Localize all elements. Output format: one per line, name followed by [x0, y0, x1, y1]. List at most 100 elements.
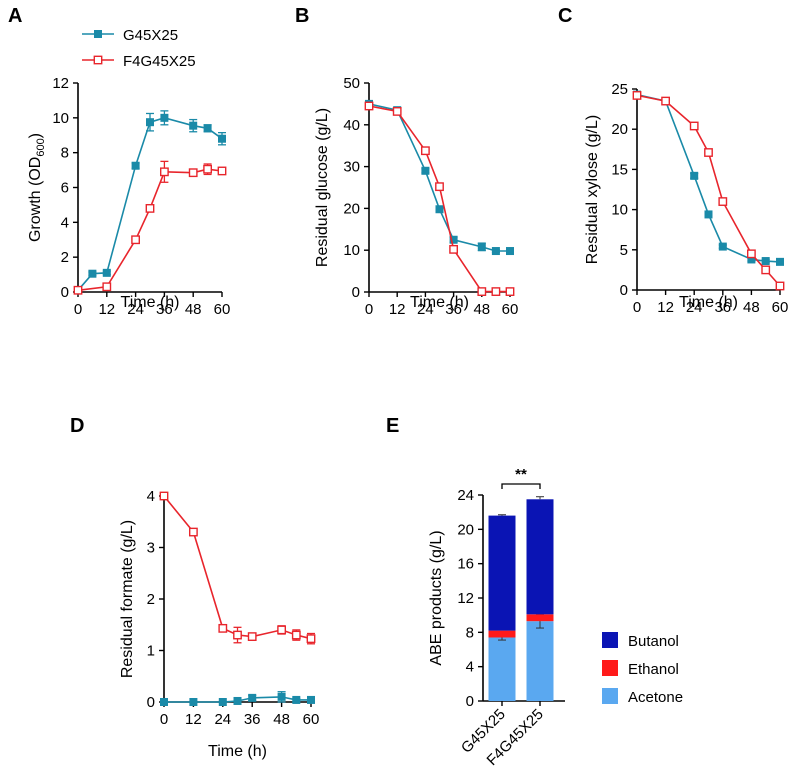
data-point-f4g45x25 — [449, 244, 458, 254]
x-tick-label: 48 — [185, 301, 202, 318]
data-point-f4g45x25 — [761, 265, 771, 275]
data-point-g45x25 — [435, 205, 444, 214]
panel-b: B 0 10 20 30 40 50 0 12 24 36 48 60 Time (h) Residual … — [295, 5, 518, 318]
data-point-f4g45x25 — [775, 281, 785, 291]
x-tick-label: 48 — [743, 299, 760, 316]
data-point-g45x25 — [233, 696, 242, 705]
y-tick-label: 30 — [343, 159, 360, 176]
data-point-g45x25 — [506, 247, 514, 256]
y-tick-label: 6 — [61, 180, 69, 197]
data-point-g45x25 — [477, 242, 486, 251]
legend-label-ethanol: Ethanol — [628, 661, 679, 678]
legend-marker-f4g45x25 — [93, 55, 103, 65]
legend-label-f4g45x25: F4G45X25 — [123, 53, 196, 70]
data-point-f4g45x25 — [291, 630, 301, 640]
x-tick-label: 12 — [389, 301, 406, 318]
bar-acetone-g45x25 — [488, 637, 516, 701]
data-point-g45x25 — [491, 247, 500, 256]
y-tick-label: 24 — [457, 487, 474, 504]
legend-swatch-acetone — [602, 688, 618, 704]
y-tick-label: 8 — [466, 624, 474, 641]
y-axis-title-sub: 600 — [35, 138, 47, 156]
y-tick-label: 0 — [620, 282, 628, 299]
data-point-g45x25 — [718, 242, 727, 251]
data-point-g45x25 — [421, 166, 430, 175]
x-tick-label: 0 — [160, 711, 168, 728]
data-point-g45x25 — [203, 124, 212, 133]
data-point-g45x25 — [690, 171, 699, 180]
data-point-g45x25 — [88, 269, 97, 278]
data-point-g45x25 — [189, 698, 198, 706]
y-tick-label: 8 — [61, 145, 69, 162]
bar-acetone-f4g45x25 — [526, 621, 554, 701]
legend-marker-g45x25 — [94, 30, 102, 38]
data-point-g45x25 — [102, 268, 111, 277]
x-tick-label: 48 — [473, 301, 490, 318]
x-tick-label: 0 — [633, 299, 641, 316]
y-tick-label: 20 — [611, 121, 628, 138]
data-point-g45x25 — [189, 121, 198, 130]
data-point-g45x25 — [277, 692, 286, 701]
y-tick-label: 0 — [352, 284, 360, 301]
y-tick-label: 12 — [457, 590, 474, 607]
data-point-g45x25 — [248, 693, 257, 702]
x-axis-title: Time (h) — [121, 294, 180, 311]
y-axis-title: Residual formate (g/L) — [119, 520, 136, 678]
x-tick-label: 24 — [214, 711, 231, 728]
x-tick-label: 12 — [98, 301, 115, 318]
y-axis-title-main: Growth (OD — [27, 157, 44, 242]
data-point-f4g45x25 — [145, 203, 155, 213]
data-point-f4g45x25 — [217, 166, 227, 176]
data-point-f4g45x25 — [747, 249, 756, 259]
y-tick-label: 10 — [52, 110, 69, 127]
x-tick-label: 60 — [502, 301, 519, 318]
bar-butanol-g45x25 — [488, 515, 516, 631]
data-point-f4g45x25 — [277, 625, 286, 635]
significance-label: ** — [515, 466, 527, 483]
data-point-g45x25 — [776, 257, 784, 266]
series-line-f4g45x25 — [368, 105, 510, 293]
x-tick-label: 0 — [365, 301, 373, 318]
data-point-g45x25 — [131, 161, 140, 170]
y-axis-title: ABE products (g/L) — [428, 530, 445, 665]
x-axis-title: Time (h) — [679, 294, 738, 311]
x-tick-label: 12 — [185, 711, 202, 728]
significance-bracket — [501, 483, 541, 489]
y-tick-label: 4 — [61, 214, 69, 231]
y-tick-label: 2 — [147, 591, 155, 608]
y-tick-label: 16 — [457, 556, 474, 573]
data-point-f4g45x25 — [131, 235, 140, 245]
y-tick-label: 0 — [61, 284, 69, 301]
data-point-f4g45x25 — [704, 148, 713, 157]
series-line-g45x25 — [636, 93, 781, 263]
legend-swatch-butanol — [602, 632, 618, 648]
data-point-f4g45x25 — [247, 632, 257, 641]
data-point-g45x25 — [218, 698, 227, 706]
x-tick-label: 36 — [156, 301, 173, 318]
x-tick-label: 24 — [417, 301, 434, 318]
y-tick-label: 20 — [457, 521, 474, 538]
data-point-f4g45x25 — [159, 167, 169, 177]
y-axis-title: Residual glucose (g/L) — [314, 108, 331, 267]
data-point-f4g45x25 — [306, 634, 316, 644]
data-point-g45x25 — [292, 695, 301, 704]
y-tick-label: 12 — [52, 75, 69, 92]
data-point-g45x25 — [747, 255, 756, 264]
data-point-f4g45x25 — [421, 146, 430, 156]
y-tick-label: 4 — [147, 488, 155, 505]
legend-label-g45x25: G45X25 — [123, 27, 178, 44]
data-point-f4g45x25 — [218, 623, 228, 633]
x-tick-label: 60 — [303, 711, 320, 728]
y-tick-label: 20 — [343, 200, 360, 217]
data-point-f4g45x25 — [689, 121, 699, 131]
legend: G45X25 F4G45X25 — [82, 27, 196, 70]
x-tick-label: 60 — [214, 301, 231, 318]
data-point-f4g45x25 — [505, 287, 515, 296]
data-point-f4g45x25 — [233, 630, 242, 640]
y-tick-label: 10 — [611, 202, 628, 219]
y-axis-title: Residual xylose (g/L) — [584, 115, 601, 264]
data-point-f4g45x25 — [435, 182, 444, 192]
